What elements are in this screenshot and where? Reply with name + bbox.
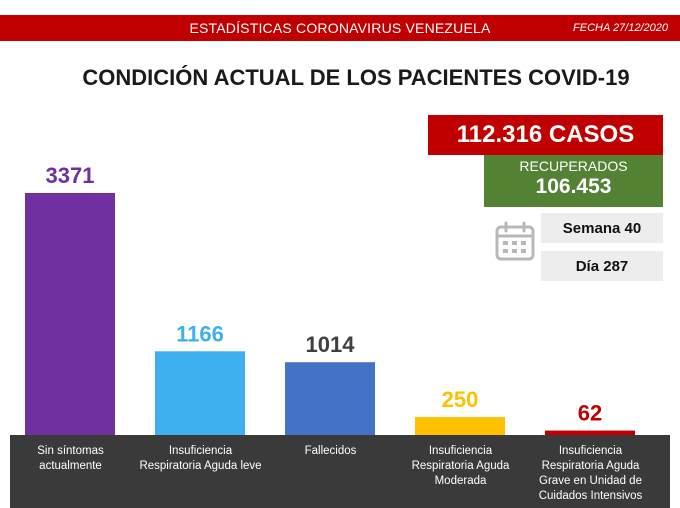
bar-0 (25, 193, 115, 435)
category-label-line: actualmente (39, 460, 102, 472)
recovered-box: RECUPERADOS 106.453 (484, 155, 663, 207)
bar-4 (545, 430, 635, 435)
category-label-line: Respiratoria Aguda (541, 460, 640, 472)
bar-2 (285, 362, 375, 435)
day-badge: Día 287 (541, 251, 663, 281)
data-label-3: 250 (442, 387, 479, 412)
recovered-value: 106.453 (535, 175, 612, 198)
data-label-0: 3371 (46, 163, 95, 188)
category-label-line: Insuficiencia (428, 445, 493, 457)
category-label-line: Grave en Unidad de (539, 475, 642, 487)
recovered-label: RECUPERADOS (519, 158, 628, 174)
category-label-line: Cuidados Intensivos (538, 490, 643, 502)
category-label-line: Respiratoria Aguda (411, 460, 510, 472)
header-date: FECHA 27/12/2020 (573, 22, 668, 34)
bar-3 (415, 417, 505, 435)
header-bar: ESTADÍSTICAS CORONAVIRUS VENEZUELA FECHA… (0, 15, 680, 41)
category-label-line: Fallecidos (304, 445, 357, 457)
total-cases-box: 112.316 CASOS (428, 115, 663, 155)
total-cases-value: 112.316 CASOS (456, 121, 635, 148)
category-label-line: Insuficiencia (558, 445, 623, 457)
day-label: Día 287 (575, 257, 629, 275)
category-label-3: Insuficiencia Respiratoria Aguda Moderada (398, 444, 523, 489)
category-label-line: Insuficiencia (168, 445, 233, 457)
category-label-line: Sin síntomas (37, 445, 104, 457)
category-label-4: Insuficiencia Respiratoria Aguda Grave en … (528, 444, 653, 504)
category-label-line: Moderada (434, 475, 487, 487)
bar-1 (155, 351, 245, 435)
category-label-line: Respiratoria Aguda leve (139, 460, 262, 472)
category-label-2: Fallecidos (268, 444, 393, 459)
week-label: Semana 40 (562, 219, 642, 237)
category-label-0: Sin síntomas actualmente (8, 444, 133, 474)
calendar-icon (495, 221, 535, 261)
data-label-4: 62 (578, 401, 602, 426)
week-badge: Semana 40 (541, 213, 663, 243)
data-label-1: 1166 (176, 321, 224, 346)
data-label-2: 1014 (306, 332, 356, 357)
header-title: ESTADÍSTICAS CORONAVIRUS VENEZUELA (189, 20, 491, 36)
category-band (10, 435, 670, 508)
category-label-1: Insuficiencia Respiratoria Aguda leve (138, 444, 263, 474)
chart-title: CONDICIÓN ACTUAL DE LOS PACIENTES COVID-… (82, 65, 630, 90)
